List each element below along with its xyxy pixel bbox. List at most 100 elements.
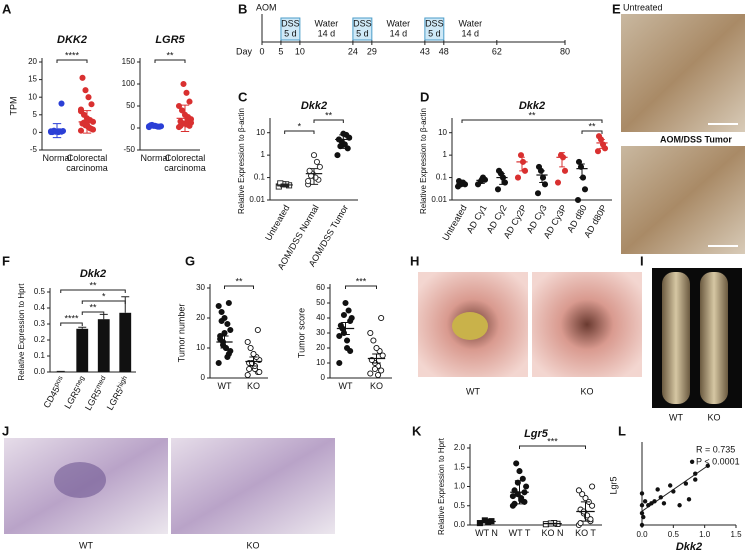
error-bar xyxy=(559,152,565,168)
significance-label: ** xyxy=(166,50,174,60)
segment-label: DSS xyxy=(353,18,372,28)
data-point xyxy=(47,128,55,135)
error-bar xyxy=(579,163,585,179)
data-point xyxy=(523,483,530,490)
error-bar xyxy=(519,156,525,172)
error-bar xyxy=(339,134,348,149)
significance-bracket xyxy=(313,119,344,123)
data-point xyxy=(561,167,569,174)
data-point xyxy=(495,167,503,174)
data-point xyxy=(215,359,222,367)
significance-bracket xyxy=(519,445,586,449)
y-axis-label: TPM xyxy=(8,97,18,116)
error-bar xyxy=(280,183,289,187)
data-point xyxy=(371,365,379,373)
data-point xyxy=(686,497,692,502)
tumor xyxy=(54,462,106,498)
data-point xyxy=(244,371,251,379)
tumor xyxy=(452,312,488,340)
panel-label: A xyxy=(2,1,12,16)
y-axis-label: Tumor number xyxy=(176,304,186,363)
panel-label: H xyxy=(410,253,419,268)
y-tick-label: 10 xyxy=(438,128,447,137)
y-tick-label: 1.0 xyxy=(454,482,466,491)
annotation: R = 0.735 xyxy=(696,444,735,454)
panel-label: B xyxy=(238,1,247,16)
y-tick-label: 5 xyxy=(33,110,38,119)
error-bar xyxy=(499,173,505,185)
error-bar xyxy=(580,501,591,522)
data-point xyxy=(668,483,673,488)
x-tick-label-box: Normal xyxy=(140,153,169,163)
error-bar xyxy=(459,181,465,186)
significance-label: **** xyxy=(65,50,80,60)
y-tick-label: 100 xyxy=(122,79,136,88)
annotation: P < 0.0001 xyxy=(696,456,740,466)
y-tick-label: -50 xyxy=(123,145,135,154)
category-base: LGR5 xyxy=(83,387,103,412)
panel-label: L xyxy=(618,423,626,438)
y-tick-label: 1 xyxy=(443,150,448,159)
y-tick-label: 0.01 xyxy=(249,195,265,204)
data-point xyxy=(367,329,374,337)
y-tick-label: 0 xyxy=(321,373,326,382)
y-tick-label: 30 xyxy=(316,328,325,337)
image-label: AOM/DSS Tumor xyxy=(660,134,732,144)
data-point xyxy=(577,520,584,527)
significance-label: ** xyxy=(528,110,536,120)
significance-label: *** xyxy=(547,436,558,446)
histology-image xyxy=(621,14,745,132)
category-sup: med xyxy=(95,375,108,390)
data-point xyxy=(595,133,603,140)
colon xyxy=(700,272,728,404)
x-tick-label-box: WT T xyxy=(509,528,531,538)
y-tick-label: 10 xyxy=(28,92,37,101)
panel-label: D xyxy=(420,89,429,104)
segment-label: Water xyxy=(458,18,482,28)
significance-bracket xyxy=(60,322,83,326)
data-point xyxy=(277,180,284,187)
data-point xyxy=(336,359,343,367)
x-tick-label-box: KO xyxy=(247,381,260,391)
x-tick-label: KO N xyxy=(541,528,564,538)
y-tick-label: 0.5 xyxy=(454,501,466,510)
data-point xyxy=(594,148,602,155)
y-tick-label: -5 xyxy=(30,145,38,154)
y-tick-label: 40 xyxy=(316,313,325,322)
category-base: CD45 xyxy=(42,385,62,410)
error-bar xyxy=(249,356,258,367)
data-point xyxy=(340,311,348,319)
data-point xyxy=(186,98,193,105)
error-bar xyxy=(514,480,525,505)
error-bar xyxy=(150,124,160,129)
error-bar xyxy=(82,110,92,134)
panel-label: C xyxy=(238,89,248,104)
x-tick-label-box: KO N xyxy=(541,528,564,538)
y-tick-label: 30 xyxy=(196,283,205,292)
data-point xyxy=(374,371,382,379)
y-tick-label: 150 xyxy=(122,57,136,66)
x-tick-label-box: KO xyxy=(370,381,383,391)
x-tick-label: Untreated xyxy=(440,203,468,242)
segment-label: Water xyxy=(387,18,411,28)
significance-label: * xyxy=(298,121,302,131)
y-tick-label: 20 xyxy=(316,343,325,352)
segment-duration: 14 d xyxy=(390,28,408,38)
significance-label: ** xyxy=(89,302,97,312)
data-point xyxy=(218,317,225,325)
data-point xyxy=(227,326,234,334)
x-tick-label: 0.0 xyxy=(636,530,648,539)
data-point xyxy=(534,190,542,197)
timeline-day: 80 xyxy=(560,46,570,56)
data-point xyxy=(661,501,667,506)
data-point xyxy=(671,489,676,494)
data-point xyxy=(575,158,583,165)
data-point xyxy=(589,502,596,509)
data-point xyxy=(579,491,586,498)
timeline-day: 62 xyxy=(492,46,502,56)
image-label: Untreated xyxy=(623,2,663,12)
data-point xyxy=(535,163,543,170)
significance-bracket xyxy=(345,285,377,289)
category-base: LGR5 xyxy=(63,385,83,410)
data-point xyxy=(225,299,232,307)
